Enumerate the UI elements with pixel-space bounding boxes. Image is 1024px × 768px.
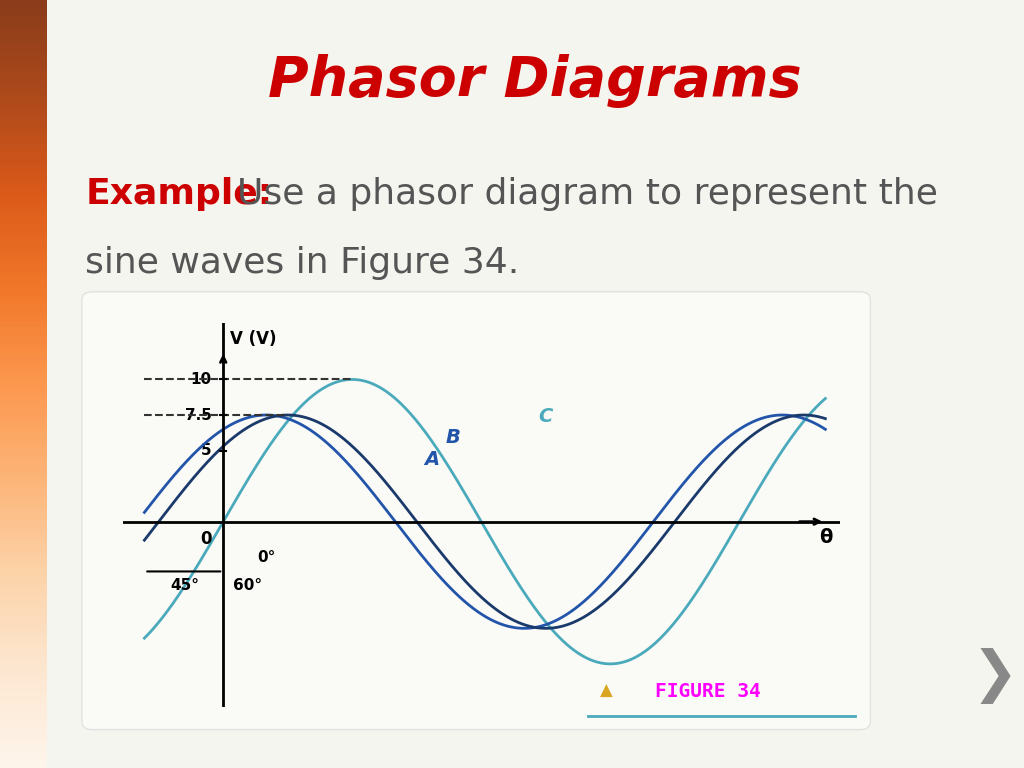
Text: 0: 0: [201, 530, 212, 548]
Text: sine waves in Figure 34.: sine waves in Figure 34.: [85, 246, 519, 280]
Text: 5: 5: [201, 443, 212, 458]
Text: C: C: [539, 407, 553, 426]
Text: FIGURE 34: FIGURE 34: [655, 682, 761, 700]
Text: Use a phasor diagram to represent the: Use a phasor diagram to represent the: [237, 177, 938, 210]
Text: B: B: [445, 429, 461, 448]
Text: ▲: ▲: [600, 682, 612, 700]
Text: V (V): V (V): [230, 330, 276, 348]
Text: 10: 10: [190, 372, 212, 387]
Text: 45°: 45°: [170, 578, 199, 593]
Text: 60°: 60°: [233, 578, 262, 593]
Text: Example:: Example:: [85, 177, 272, 210]
Text: Phasor Diagrams: Phasor Diagrams: [268, 54, 802, 108]
Text: ❯: ❯: [972, 648, 1018, 703]
Text: 0°: 0°: [257, 550, 275, 565]
Text: 7.5: 7.5: [185, 408, 212, 422]
Text: θ: θ: [818, 528, 833, 547]
Text: A: A: [424, 450, 439, 468]
